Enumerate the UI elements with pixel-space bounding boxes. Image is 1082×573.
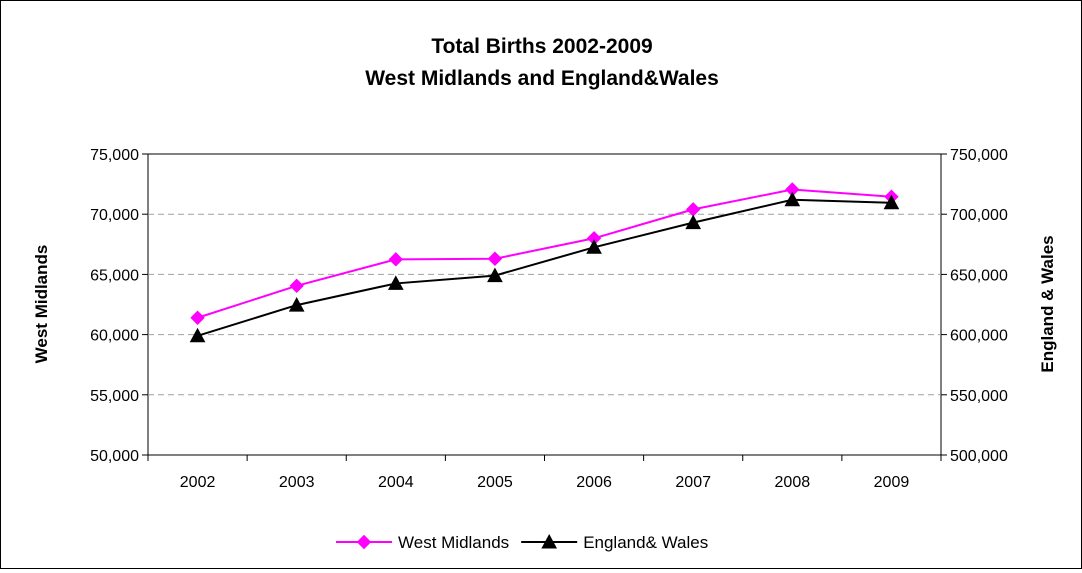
x-tick-label: 2006 <box>576 474 612 491</box>
y-left-tick-label: 70,000 <box>90 207 139 224</box>
triangle-marker <box>784 191 801 207</box>
series-line <box>197 188 892 319</box>
y-axis-left-title: West Midlands <box>32 245 51 364</box>
chart-title-line-1: Total Births 2002-2009 <box>431 35 652 58</box>
legend-label: England& Wales <box>583 533 708 552</box>
y-right-tick-label: 550,000 <box>950 388 1008 405</box>
triangle-marker <box>883 194 900 210</box>
diamond-marker <box>289 278 304 294</box>
y-axis-right-title: England & Wales <box>1038 235 1057 372</box>
triangle-marker <box>189 327 206 343</box>
triangle-marker <box>387 275 404 290</box>
y-left-tick-label: 60,000 <box>90 328 139 345</box>
y-right-tick-label: 600,000 <box>950 328 1008 345</box>
diamond-marker <box>388 252 404 267</box>
legend-label: West Midlands <box>398 533 509 552</box>
triangle-marker <box>487 267 503 283</box>
legend: West Midlands England& Wales <box>336 533 708 552</box>
triangle-marker <box>541 533 558 549</box>
x-tick-label: 2002 <box>180 474 216 491</box>
y-right-tick-label: 700,000 <box>950 207 1008 224</box>
y-right-tick-label: 500,000 <box>950 448 1008 465</box>
triangle-marker <box>685 214 702 230</box>
triangle-marker <box>288 297 305 312</box>
x-tick-label: 2007 <box>675 474 711 491</box>
diamond-marker <box>356 534 372 550</box>
triangle-marker <box>586 239 602 254</box>
plot-area <box>147 153 942 456</box>
x-tick-label: 2009 <box>874 474 910 491</box>
series-line <box>197 198 892 337</box>
y-left-tick-label: 55,000 <box>90 388 139 405</box>
chart-title-line-2: West Midlands and England&Wales <box>365 67 719 90</box>
y-right-tick-label: 650,000 <box>950 267 1008 284</box>
diamond-marker <box>487 251 503 266</box>
x-tick-label: 2005 <box>477 474 513 491</box>
x-tick-label: 2008 <box>775 474 811 491</box>
x-tick-label: 2004 <box>378 474 414 491</box>
y-left-tick-label: 50,000 <box>90 448 139 465</box>
y-left-tick-label: 65,000 <box>90 267 139 284</box>
x-tick-label: 2003 <box>279 474 315 491</box>
diamond-marker <box>190 310 205 325</box>
y-right-tick-label: 750,000 <box>950 147 1008 164</box>
y-left-tick-label: 75,000 <box>90 147 139 164</box>
